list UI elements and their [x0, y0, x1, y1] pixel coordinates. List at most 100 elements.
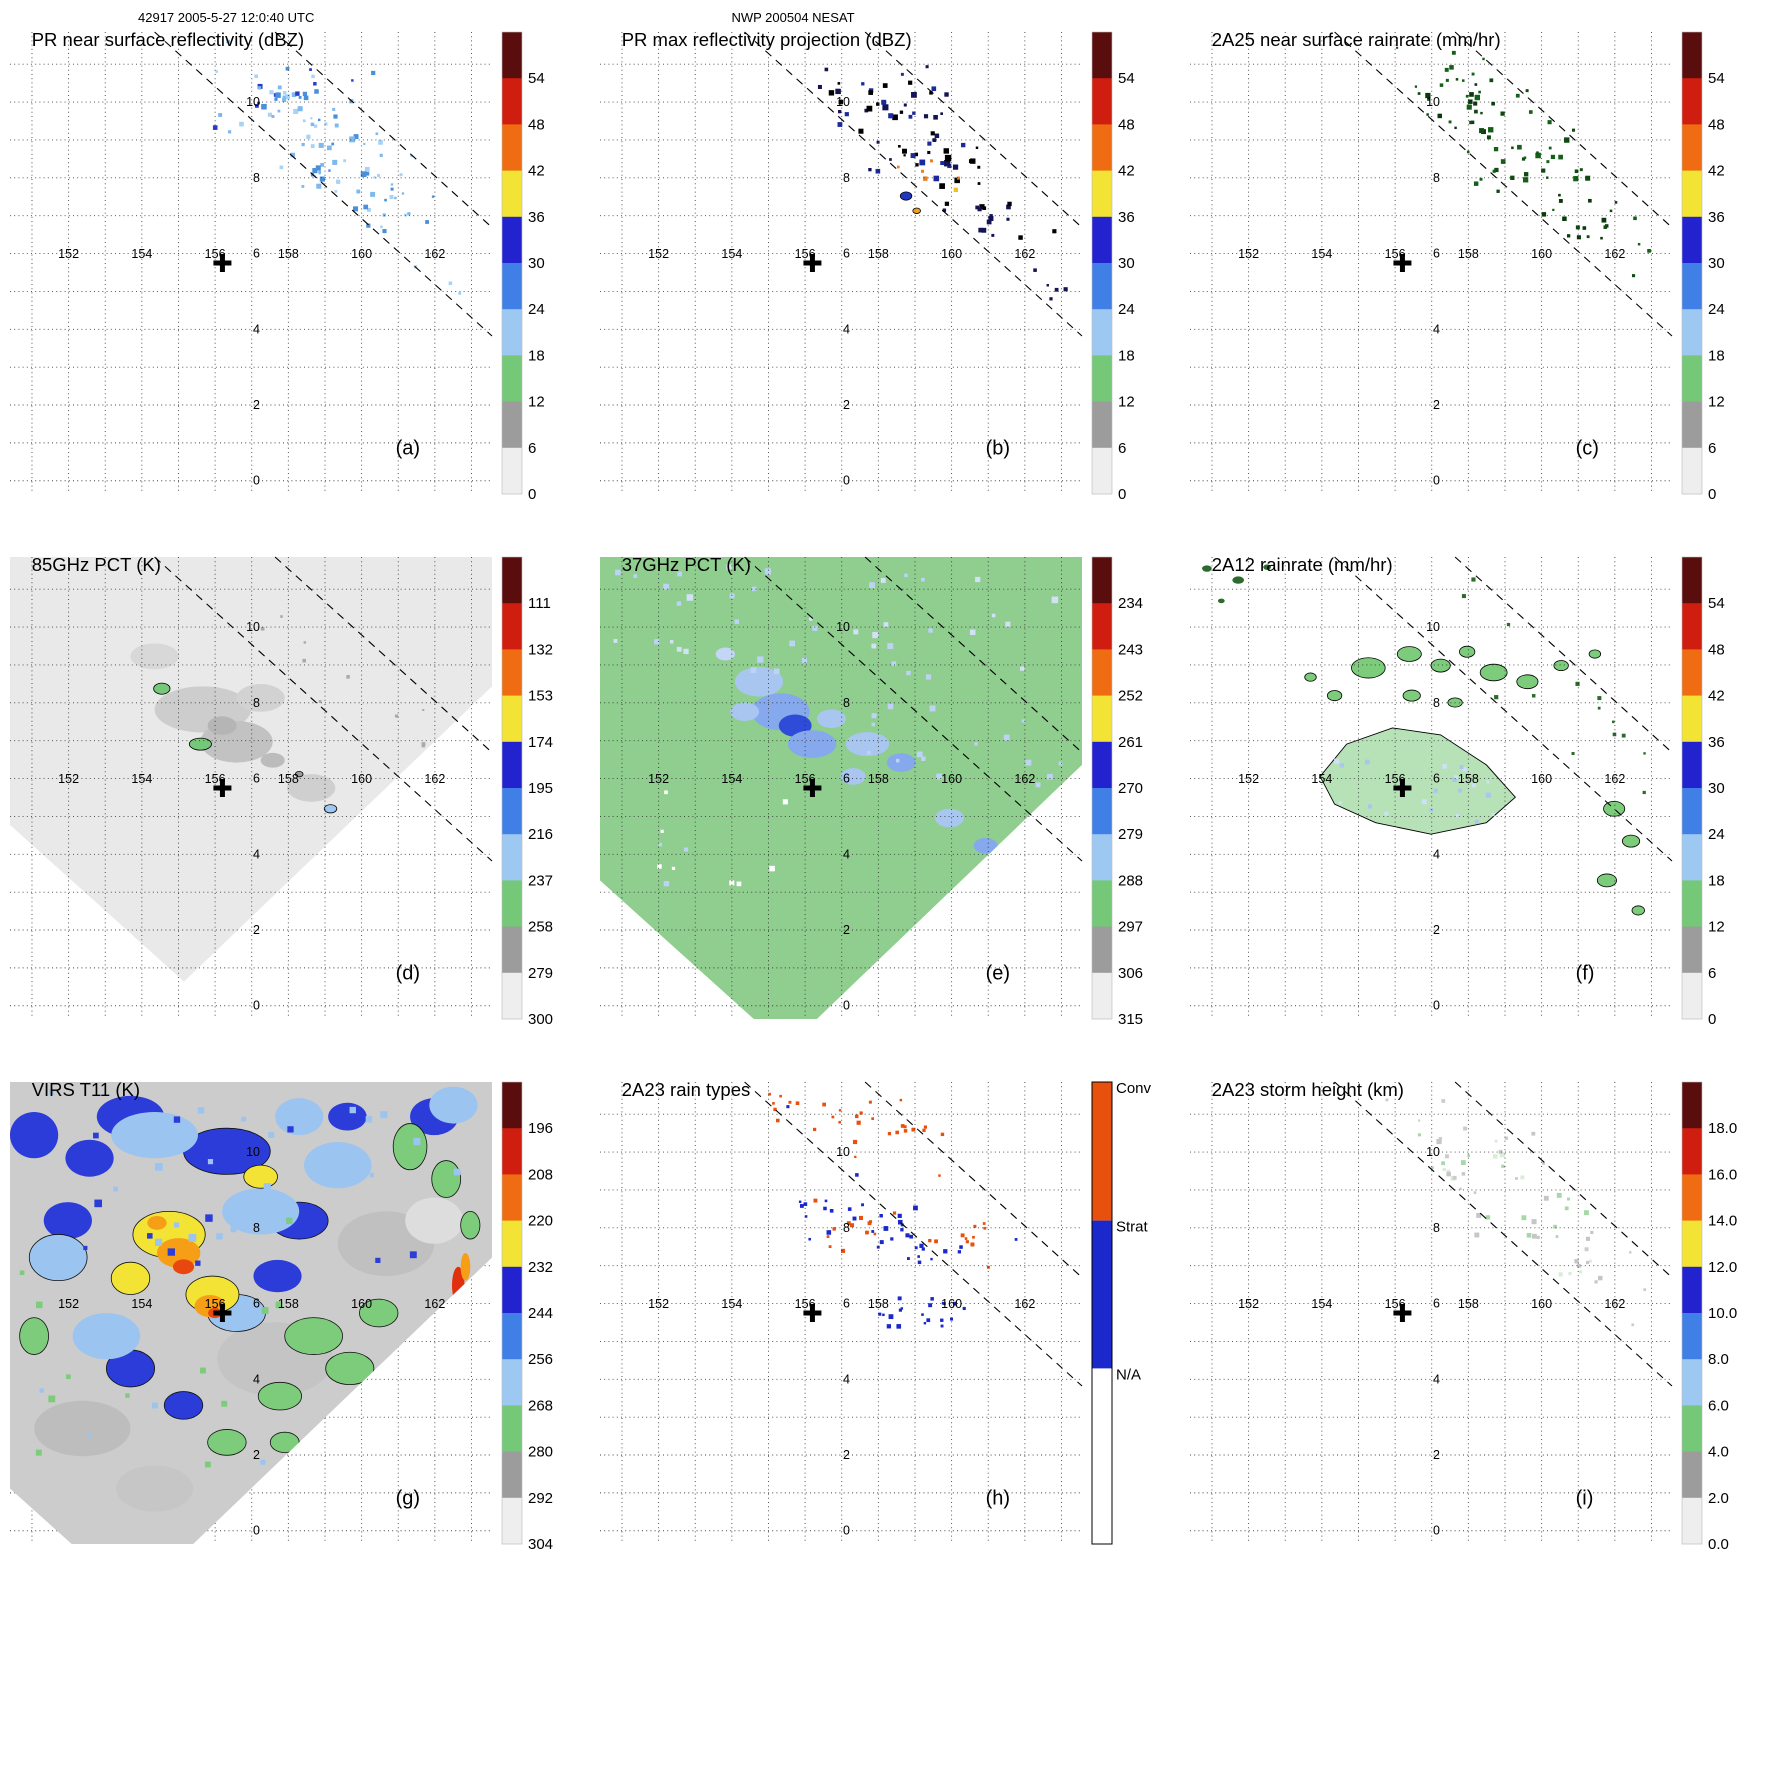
colorbar-segment: [1682, 78, 1702, 125]
colorbar-segment: [1092, 78, 1112, 125]
colorbar-segment: [502, 124, 522, 172]
field-blob: [236, 684, 285, 712]
colorbar-tick-label: 8.0: [1708, 1351, 1729, 1368]
field-blob: [1596, 873, 1617, 888]
colorbar-segment: [1092, 1082, 1112, 1221]
field-blob: [19, 1317, 49, 1355]
colorbar-segment: [1092, 309, 1112, 356]
colorbar-segment: [502, 649, 522, 697]
colorbar-segment: [1682, 1082, 1702, 1129]
colorbar-frame: [501, 1081, 523, 1545]
orbit-timestamp-label: 42917 2005-5-27 12:0:40 UTC: [138, 10, 315, 25]
y-tick-label: 4: [843, 322, 850, 336]
colorbar-tick-label: 243: [1118, 641, 1143, 658]
colorbar-tick-label: 48: [528, 116, 545, 133]
y-tick-label: 10: [246, 620, 260, 634]
y-tick-label: 2: [843, 398, 850, 412]
panel-f-letter: (f): [1576, 963, 1595, 985]
x-tick-label: 154: [1311, 247, 1332, 261]
field-blob: [287, 774, 336, 802]
panel-e-title: 37GHz PCT (K): [622, 554, 751, 575]
field-blob: [328, 1102, 367, 1131]
pixel-speckles: [960, 1222, 987, 1247]
colorbar-tick-label: 48: [1118, 116, 1135, 133]
panel-b-title: PR max reflectivity projection (dBZ): [622, 29, 912, 50]
pixel-speckles: [1466, 128, 1591, 193]
colorbar-tick-label: 234: [1118, 595, 1143, 612]
colorbar-segment: [502, 401, 522, 449]
field-blob: [1588, 649, 1602, 659]
panel-i-letter: (i): [1576, 1488, 1594, 1510]
colorbar-segment: [502, 695, 522, 743]
colorbar-label: Conv: [1116, 1080, 1152, 1097]
panel-f-title: 2A12 rainrate (mm/hr): [1212, 554, 1393, 575]
colorbar-tick-label: 16.0: [1708, 1166, 1737, 1183]
colorbar-tick-label: 12: [528, 394, 545, 411]
colorbar-tick-label: 261: [1118, 734, 1143, 751]
colorbar-tick-label: 30: [1708, 780, 1725, 797]
colorbar-tick-label: 306: [1118, 965, 1143, 982]
pixel-speckles: [1558, 1236, 1603, 1284]
colorbar-segment: [1092, 649, 1112, 697]
x-tick-label: 160: [941, 247, 962, 261]
colorbar-segment: [1682, 1174, 1702, 1222]
x-tick-label: 162: [1604, 772, 1625, 786]
colorbar-tick-label: 48: [1708, 641, 1725, 658]
x-tick-label: 154: [131, 247, 152, 261]
pr-swath-edge-lines: [154, 556, 493, 862]
y-tick-label: 10: [246, 95, 260, 109]
y-tick-label: 8: [1433, 696, 1440, 710]
pixel-speckles: [768, 1092, 905, 1132]
colorbar-segment: [502, 1497, 522, 1545]
x-tick-label: 158: [278, 772, 299, 786]
colorbar-segment: [502, 926, 522, 974]
y-tick-label: 8: [253, 696, 260, 710]
colorbar-segment: [502, 1128, 522, 1175]
field-blob: [369, 842, 379, 850]
x-tick-label: 152: [648, 772, 669, 786]
y-tick-label: 8: [253, 1221, 260, 1235]
field-blob: [34, 1400, 131, 1457]
field-blob: [111, 1112, 198, 1159]
x-tick-label: 158: [1458, 772, 1479, 786]
x-tick-label: 162: [1014, 772, 1035, 786]
field-blob: [269, 1431, 300, 1453]
colorbar-segment: [1682, 170, 1702, 218]
panel-i-title: 2A23 storm height (km): [1212, 1079, 1404, 1100]
pixel-speckles: [817, 67, 1068, 301]
pr-swath-edge-lines: [744, 1081, 1083, 1387]
pixel-speckles: [1473, 1191, 1594, 1239]
colorbar-frame: [501, 556, 523, 1020]
field-blob: [1621, 834, 1641, 848]
x-tick-label: 152: [648, 247, 669, 261]
colorbar-segment: [1682, 263, 1702, 310]
x-tick-label: 158: [868, 772, 889, 786]
colorbar-segment: [1682, 1313, 1702, 1360]
data-field: [130, 615, 426, 850]
colorbar-segment: [1092, 788, 1112, 835]
y-tick-label: 8: [843, 1221, 850, 1235]
colorbar-segment: [502, 972, 522, 1020]
storm-center-cross: [213, 1304, 232, 1322]
colorbar-segment: [502, 32, 522, 79]
colorbar-segment: [502, 355, 522, 403]
colorbar-segment: [1682, 216, 1702, 264]
x-tick-label: 152: [1238, 772, 1259, 786]
y-tick-label: 2: [843, 923, 850, 937]
colorbar-segment: [1092, 124, 1112, 172]
colorbar-segment: [502, 1405, 522, 1453]
colorbar-segment: [502, 1220, 522, 1268]
field-blob: [912, 207, 921, 214]
colorbar-segment: [1682, 32, 1702, 79]
field-blob: [172, 1259, 195, 1275]
y-tick-label: 2: [1433, 1448, 1440, 1462]
pixel-speckles: [1541, 193, 1618, 240]
y-tick-label: 0: [253, 999, 260, 1013]
colorbar-segment: [1682, 557, 1702, 604]
x-tick-label: 152: [58, 247, 79, 261]
field-blob: [886, 753, 916, 772]
colorbar-tick-label: 18: [1708, 872, 1725, 889]
y-tick-label: 4: [253, 847, 260, 861]
colorbar-tick-label: 208: [528, 1166, 553, 1183]
pixel-speckles: [798, 1200, 827, 1218]
